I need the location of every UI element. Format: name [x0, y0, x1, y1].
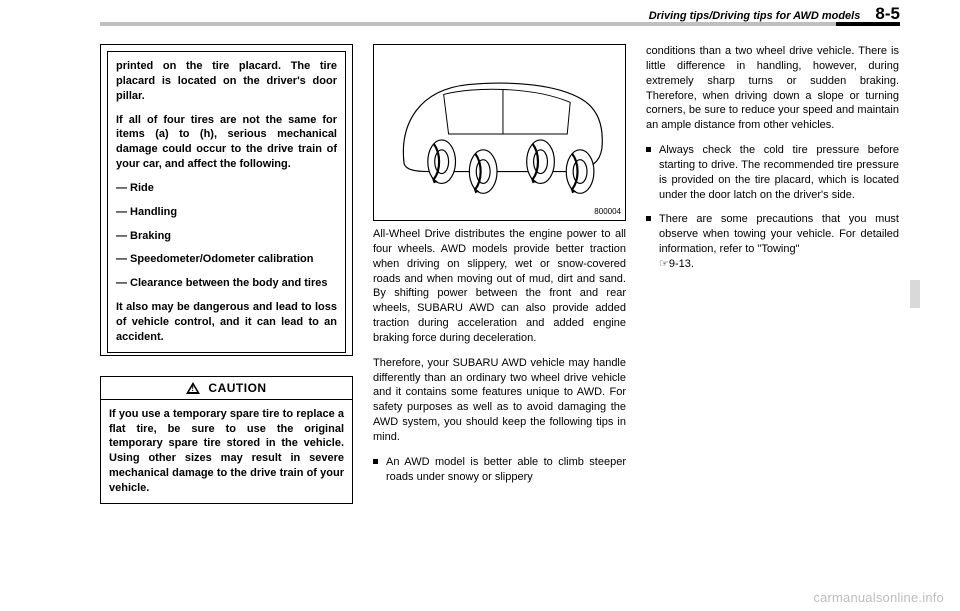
bullet-text: An AWD model is better able to climb ste…: [386, 455, 626, 485]
car-awd-svg: [374, 45, 625, 220]
notice-box-inner: printed on the tire placard. The tire pl…: [107, 51, 346, 353]
notice-list-item: — Braking: [116, 229, 337, 244]
bullet-dot-icon: [646, 147, 651, 152]
notice-paragraph: printed on the tire placard. The tire pl…: [116, 59, 337, 104]
notice-list-item: — Clearance between the body and tires: [116, 276, 337, 291]
bullet-item: Always check the cold tire pressure befo…: [646, 143, 899, 202]
caution-heading: ! CAUTION: [100, 376, 353, 400]
awd-illustration: 800004: [373, 44, 626, 221]
body-paragraph: All-Wheel Drive distributes the engine p…: [373, 227, 626, 346]
notice-paragraph: It also may be dangerous and lead to los…: [116, 300, 337, 345]
warning-triangle-icon: !: [186, 382, 200, 394]
column-1: printed on the tire placard. The tire pl…: [100, 44, 353, 504]
bullet-text: There are some precautions that you must…: [659, 212, 899, 271]
bullet-text: Always check the cold tire pressure befo…: [659, 143, 899, 202]
content-columns: printed on the tire placard. The tire pl…: [100, 44, 900, 504]
section-tab: [910, 280, 920, 308]
figure-id: 800004: [594, 207, 621, 218]
bullet-text-main: There are some precautions that you must…: [659, 213, 899, 255]
cross-reference-icon: ☞: [659, 258, 669, 270]
caution-title: CAUTION: [208, 380, 266, 396]
notice-list-item: — Ride: [116, 181, 337, 196]
notice-list-item: — Speedometer/Odometer calibration: [116, 252, 337, 267]
bullet-dot-icon: [373, 459, 378, 464]
notice-box-continued: printed on the tire placard. The tire pl…: [100, 44, 353, 356]
bullet-item: An AWD model is better able to climb ste…: [373, 455, 626, 485]
cross-reference: 9-13.: [669, 258, 694, 270]
watermark: carmanualsonline.info: [813, 590, 944, 605]
manual-page: Driving tips/Driving tips for AWD models…: [0, 0, 960, 611]
notice-paragraph: If all of four tires are not the same fo…: [116, 113, 337, 172]
column-2: 800004 All-Wheel Drive distributes the e…: [373, 44, 626, 504]
bullet-dot-icon: [646, 216, 651, 221]
page-number: 8-5: [875, 4, 900, 23]
breadcrumb: Driving tips/Driving tips for AWD models: [649, 10, 861, 22]
notice-list-item: — Handling: [116, 205, 337, 220]
caution-body: If you use a temporary spare tire to rep…: [100, 400, 353, 504]
column-3: conditions than a two wheel drive vehicl…: [646, 44, 899, 504]
page-header: Driving tips/Driving tips for AWD models…: [649, 4, 900, 24]
body-paragraph: Therefore, your SUBARU AWD vehicle may h…: [373, 356, 626, 445]
bullet-item: There are some precautions that you must…: [646, 212, 899, 271]
body-paragraph: conditions than a two wheel drive vehicl…: [646, 44, 899, 133]
